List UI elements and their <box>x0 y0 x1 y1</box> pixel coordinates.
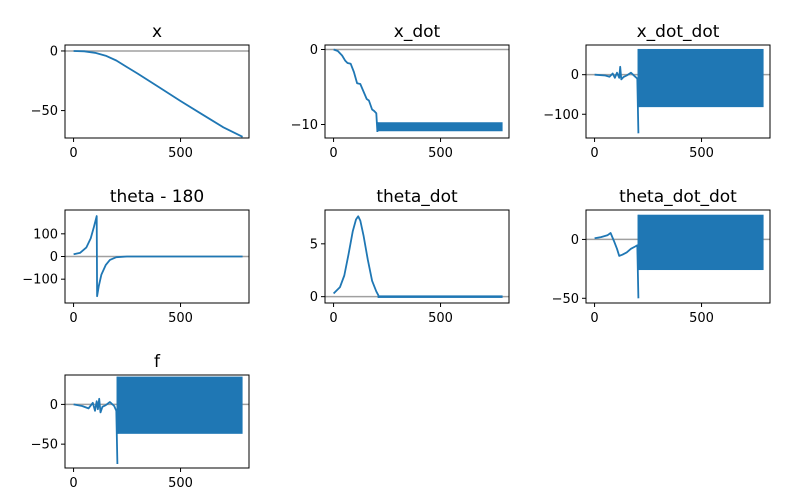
x-tick-label: 500 <box>168 311 193 326</box>
subplot-title: theta_dot_dot <box>619 187 737 207</box>
x-tick-label: 500 <box>689 146 714 161</box>
axes-frame <box>324 209 510 304</box>
series-oscillation-band <box>638 48 764 108</box>
series-line <box>594 65 640 134</box>
y-tick-label: 0 <box>571 233 579 248</box>
subplot-title: theta - 180 <box>110 187 204 207</box>
subplot-x-dot-dot: 0 500 0 −100 x_dot_dot <box>543 22 771 161</box>
x-tick-label: 0 <box>69 146 77 161</box>
y-tick-label: −100 <box>22 273 58 288</box>
subplot-x: 0 500 0 −50 x <box>31 22 250 161</box>
x-tick-label: 500 <box>168 476 193 491</box>
subplot-title: f <box>154 352 161 372</box>
x-tick-label: 500 <box>428 146 453 161</box>
series-line <box>333 48 379 133</box>
y-tick-label: 0 <box>50 44 58 59</box>
subplot-theta-dot: 0 500 5 0 theta_dot <box>310 187 510 326</box>
plot-area <box>65 376 249 465</box>
plot-area <box>586 48 770 134</box>
series-oscillation-band <box>638 214 764 271</box>
x-tick-label: 0 <box>69 476 77 491</box>
axes-frame <box>64 374 250 469</box>
axes-frame <box>64 44 250 139</box>
series-oscillation-band <box>117 376 243 434</box>
x-tick-label: 0 <box>590 311 598 326</box>
subplot-f: 0 500 0 −50 f <box>31 352 250 491</box>
y-tick-label: 100 <box>33 227 58 242</box>
y-tick-label: 0 <box>310 290 318 305</box>
series-line <box>73 397 119 465</box>
series-line <box>594 232 640 299</box>
y-tick-label: 0 <box>310 43 318 58</box>
x-tick-label: 500 <box>428 311 453 326</box>
y-tick-label: 0 <box>50 398 58 413</box>
axes-frame <box>585 209 771 304</box>
series-line <box>73 215 243 298</box>
subplot-title: theta_dot <box>376 187 458 207</box>
y-tick-label: 0 <box>50 250 58 265</box>
plot-area <box>586 214 770 299</box>
subplot-theta-dot-dot: 0 500 0 −50 theta_dot_dot <box>552 187 771 326</box>
y-tick-label: −50 <box>31 438 58 453</box>
y-tick-label: −50 <box>31 104 58 119</box>
x-tick-label: 0 <box>329 311 337 326</box>
axes-frame <box>585 44 771 139</box>
y-tick-label: −100 <box>543 108 579 123</box>
series-oscillation-band <box>377 122 503 132</box>
plot-area <box>325 48 509 133</box>
plot-area <box>65 215 249 298</box>
subplot-title: x <box>152 22 162 42</box>
x-tick-label: 500 <box>689 311 714 326</box>
x-tick-label: 500 <box>168 146 193 161</box>
y-tick-label: −50 <box>552 292 579 307</box>
x-tick-label: 0 <box>329 146 337 161</box>
subplot-title: x_dot_dot <box>637 22 720 42</box>
subplot-title: x_dot <box>394 22 441 42</box>
series-line <box>332 215 380 297</box>
plot-area <box>65 50 249 138</box>
y-tick-label: −10 <box>291 118 318 133</box>
series-line <box>73 50 243 138</box>
series-oscillation-band <box>378 295 503 298</box>
axes-frame <box>324 44 510 139</box>
x-tick-label: 0 <box>590 146 598 161</box>
x-tick-label: 0 <box>69 311 77 326</box>
subplot-x-dot: 0 500 0 −10 x_dot <box>291 22 510 161</box>
plot-area <box>325 215 509 298</box>
y-tick-label: 5 <box>310 237 318 252</box>
y-tick-label: 0 <box>571 68 579 83</box>
